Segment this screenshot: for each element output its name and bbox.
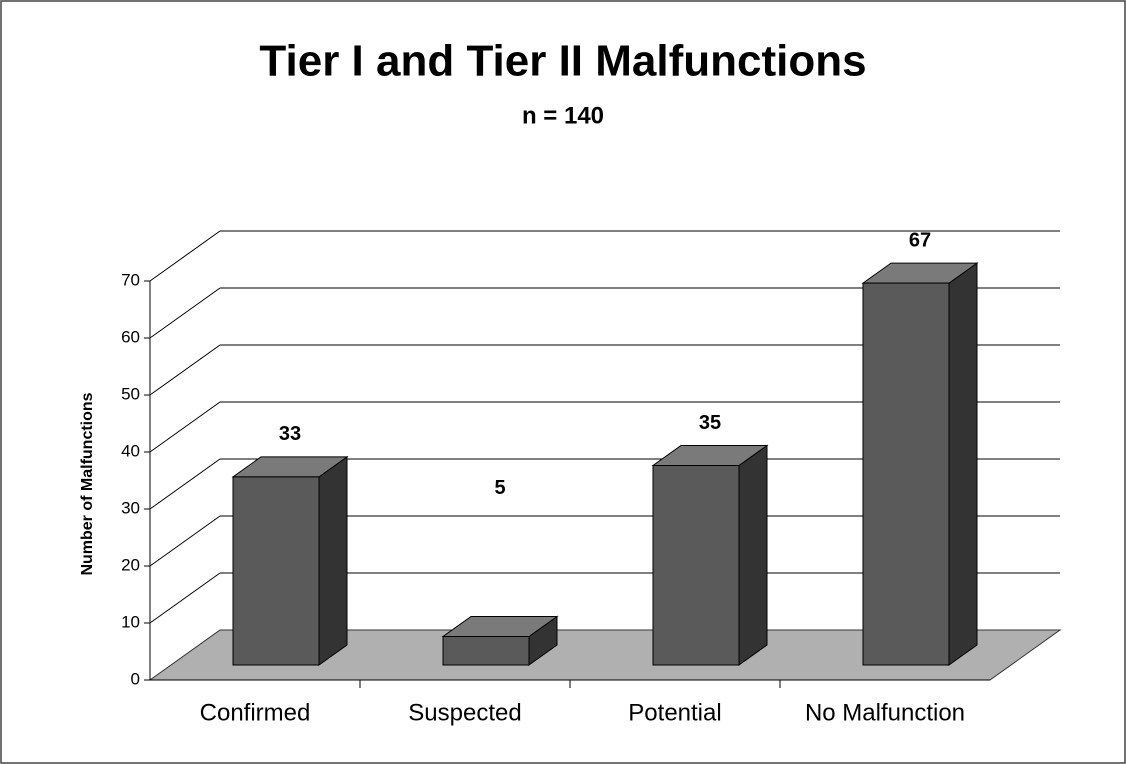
y-tick-label: 60	[121, 327, 140, 346]
x-tick-label: Confirmed	[200, 699, 311, 726]
y-axis-label: Number of Malfunctions	[79, 392, 96, 575]
bar	[232, 476, 320, 666]
chart-subtitle: n = 140	[522, 102, 604, 129]
bar-side	[738, 444, 768, 666]
bar-side	[318, 455, 348, 666]
grid-line	[149, 458, 221, 510]
grid-line	[149, 515, 221, 567]
data-label: 5	[494, 477, 505, 499]
grid-line	[149, 401, 221, 453]
y-tick-label: 0	[131, 669, 140, 688]
bar-side	[948, 262, 978, 666]
data-label: 67	[909, 229, 931, 251]
x-tick-label: Suspected	[408, 699, 521, 726]
grid-line	[149, 287, 221, 339]
data-label: 35	[699, 412, 721, 434]
x-tick-label: Potential	[628, 699, 721, 726]
bar	[862, 282, 950, 666]
y-tick-label: 10	[121, 612, 140, 631]
bar	[652, 465, 740, 666]
grid-line	[149, 344, 221, 396]
y-tick-label: 40	[121, 441, 140, 460]
x-tick-label: No Malfunction	[805, 699, 965, 726]
grid-line	[149, 572, 221, 624]
grid-line	[149, 230, 221, 282]
data-label: 33	[279, 423, 301, 445]
y-tick-label: 70	[121, 270, 140, 289]
bar	[442, 636, 530, 666]
y-tick-label: 30	[121, 498, 140, 517]
chart-title: Tier I and Tier II Malfunctions	[259, 37, 866, 86]
y-tick-label: 50	[121, 384, 140, 403]
y-tick-label: 20	[121, 555, 140, 574]
